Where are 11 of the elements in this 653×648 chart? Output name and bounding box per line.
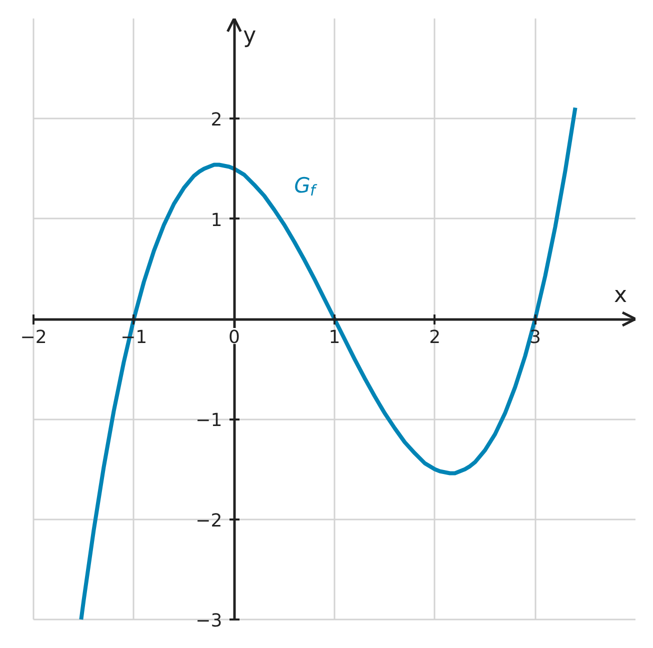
y-tick-label: −1 xyxy=(196,410,222,432)
x-tick-label: 2 xyxy=(429,327,441,348)
y-axis-title: y xyxy=(243,24,256,48)
x-axis-title: x xyxy=(614,283,628,308)
y-tick-label: 1 xyxy=(210,210,222,231)
y-tick-label: −3 xyxy=(196,610,222,632)
y-tick-label: 2 xyxy=(210,110,222,131)
x-tick-label: −2 xyxy=(20,327,47,348)
x-tick-label: 0 xyxy=(228,327,240,348)
y-tick-label: −2 xyxy=(196,510,222,532)
x-tick-label: 1 xyxy=(328,327,340,348)
